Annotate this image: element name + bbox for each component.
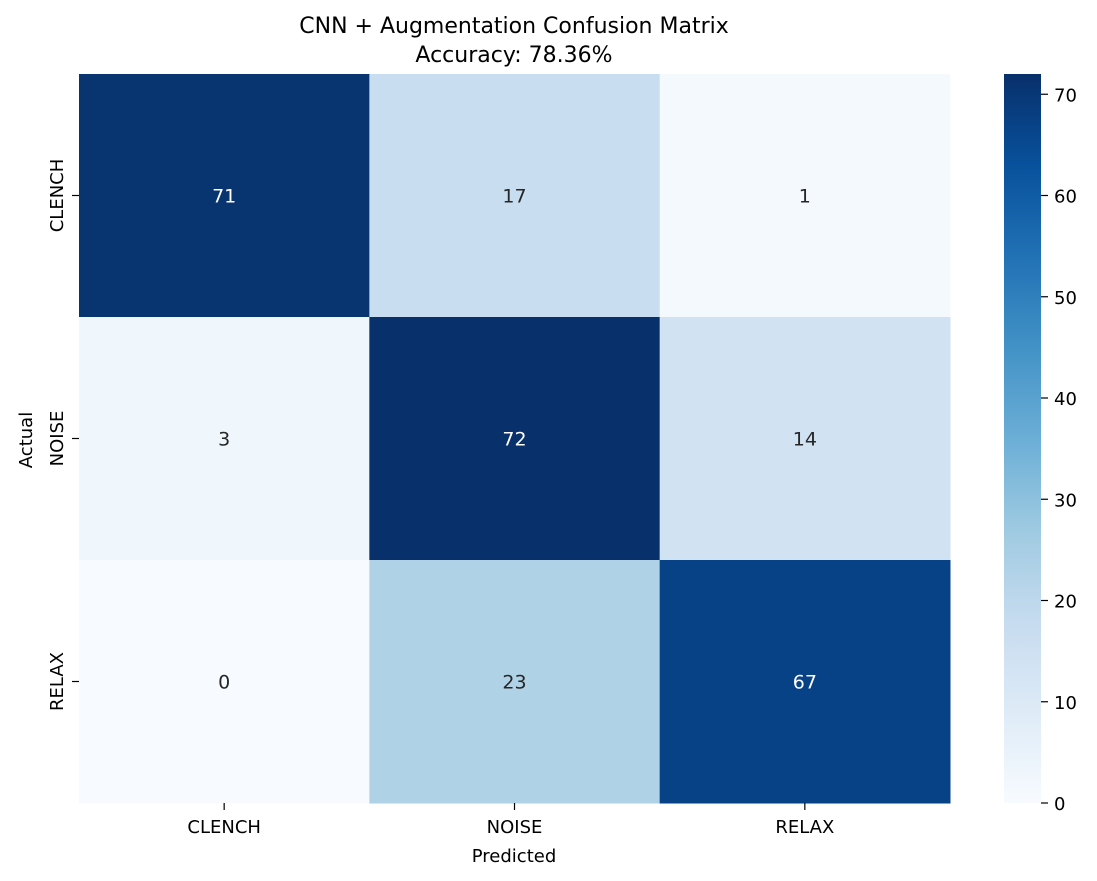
y-axis: CLENCH NOISE RELAX <box>47 159 79 711</box>
colorbar-tick-label: 0 <box>1054 794 1065 815</box>
heatmap-cell-clench-relax <box>659 74 951 318</box>
heatmap-cell-relax-relax <box>659 560 951 804</box>
heatmap-cell-value: 67 <box>793 672 817 694</box>
heatmap-cell-value: 3 <box>218 429 230 451</box>
heatmap-cell-labels: 71 17 1 3 72 14 0 23 67 <box>212 186 817 694</box>
x-axis-label: Predicted <box>472 846 557 867</box>
heatmap-cell-relax-noise <box>369 560 661 804</box>
colorbar-tick-label: 50 <box>1054 288 1077 309</box>
heatmap-cell-value: 17 <box>502 186 526 208</box>
heatmap-cell-clench-clench <box>79 74 370 318</box>
y-tick-label-clench: CLENCH <box>47 159 68 233</box>
heatmap-cell-clench-noise <box>369 74 661 318</box>
chart-subtitle: Accuracy: 78.36% <box>415 43 612 68</box>
colorbar-tick-label: 40 <box>1054 389 1077 410</box>
heatmap-cell-value: 23 <box>502 672 526 694</box>
heatmap-cell-relax-clench <box>79 560 370 804</box>
heatmap-cells <box>79 74 951 804</box>
colorbar-tick-label: 70 <box>1054 85 1077 106</box>
heatmap-cell-value: 1 <box>799 186 811 208</box>
heatmap-cell-noise-relax <box>659 317 951 561</box>
colorbar-tick-label: 20 <box>1054 592 1077 613</box>
x-tick-label-clench: CLENCH <box>187 817 261 838</box>
x-tick-label-noise: NOISE <box>487 817 543 838</box>
heatmap-cell-value: 14 <box>793 429 817 451</box>
colorbar-tick-label: 30 <box>1054 490 1077 511</box>
heatmap-cell-noise-clench <box>79 317 370 561</box>
colorbar-tick-label: 60 <box>1054 187 1077 208</box>
x-tick-label-relax: RELAX <box>775 817 834 838</box>
y-axis-label: Actual <box>16 412 37 468</box>
heatmap-cell-value: 72 <box>502 429 526 451</box>
colorbar-tick-label: 10 <box>1054 693 1077 714</box>
heatmap-cell-value: 71 <box>212 186 236 208</box>
colorbar-gradient <box>1004 74 1041 803</box>
y-tick-label-relax: RELAX <box>47 652 68 711</box>
heatmap-cell-value: 0 <box>218 672 230 694</box>
chart-title: CNN + Augmentation Confusion Matrix <box>299 14 729 39</box>
heatmap-cell-noise-noise <box>369 317 661 561</box>
colorbar: 0 10 20 30 40 50 60 70 <box>1004 74 1077 815</box>
x-axis: CLENCH NOISE RELAX <box>187 803 834 838</box>
y-tick-label-noise: NOISE <box>47 411 68 467</box>
